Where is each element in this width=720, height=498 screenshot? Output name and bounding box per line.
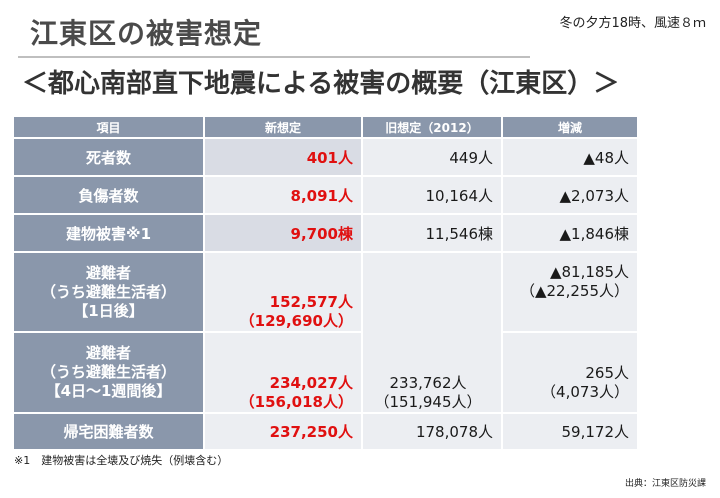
old-value-evacuees-merged: 233,762人 （151,945人）: [363, 253, 501, 412]
source-credit: 出典：江東区防災課: [624, 479, 706, 489]
diff-value-evacuees-day1: ▲81,185人 （▲22,255人）: [503, 253, 637, 331]
row-label-evacuees-week1: 避難者 （うち避難生活者） 【4日～1週間後】: [14, 333, 203, 412]
row-label-deaths: 死者数: [14, 139, 203, 175]
new-value-injuries: 8,091人: [205, 177, 361, 213]
value-line: （▲22,255人）: [519, 282, 629, 300]
value-line: 152,577人: [269, 293, 353, 311]
value-line: （129,690人）: [239, 312, 353, 330]
old-value-injuries: 10,164人: [363, 177, 501, 213]
old-value-deaths: 449人: [363, 139, 501, 175]
condition-note: 冬の夕方18時、風速８ｍ: [559, 16, 706, 31]
old-value-building-damage: 11,546棟: [363, 215, 501, 251]
column-header-old: 旧想定（2012）: [363, 117, 501, 137]
diff-value-stranded: 59,172人: [503, 414, 637, 449]
value-line: ▲81,185人: [549, 263, 629, 281]
diff-value-building-damage: ▲1,846棟: [503, 215, 637, 251]
row-label-stranded: 帰宅困難者数: [14, 414, 203, 449]
diff-value-injuries: ▲2,073人: [503, 177, 637, 213]
row-label-line: （うち避難生活者）: [40, 363, 176, 381]
row-label-building-damage: 建物被害※1: [14, 215, 203, 251]
new-value-deaths: 401人: [205, 139, 361, 175]
value-line: （151,945人）: [374, 393, 482, 411]
row-label-line: 避難者: [85, 344, 131, 362]
row-label-evacuees-day1: 避難者 （うち避難生活者） 【1日後】: [14, 253, 203, 331]
column-header-new: 新想定: [205, 117, 361, 137]
new-value-stranded: 237,250人: [205, 414, 361, 449]
title-divider: [18, 56, 530, 58]
old-value-stranded: 178,078人: [363, 414, 501, 449]
value-line: （156,018人）: [239, 393, 353, 411]
column-header-diff: 増減: [503, 117, 637, 137]
column-header-item: 項目: [14, 117, 203, 137]
new-value-evacuees-day1: 152,577人 （129,690人）: [205, 253, 361, 331]
section-subtitle: ＜都心南部直下地震による被害の概要（江東区）＞: [22, 69, 620, 99]
row-label-line: 【1日後】: [73, 301, 144, 320]
diff-value-deaths: ▲48人: [503, 139, 637, 175]
new-value-evacuees-week1: 234,027人 （156,018人）: [205, 333, 361, 412]
row-label-injuries: 負傷者数: [14, 177, 203, 213]
damage-table: 項目 新想定 旧想定（2012） 増減 死者数 401人 449人 ▲48人 負…: [14, 117, 637, 449]
value-line: 265人: [585, 364, 629, 382]
row-label-line: 【4日～1週間後】: [45, 382, 172, 400]
footnote: ※1 建物被害は全壊及び焼失（例壊含む）: [14, 454, 229, 467]
diff-value-evacuees-week1: 265人 （4,073人）: [503, 333, 637, 412]
value-line: （4,073人）: [541, 383, 629, 401]
page-title: 江東区の被害想定: [30, 17, 263, 50]
row-label-line: 避難者: [85, 263, 131, 282]
new-value-building-damage: 9,700棟: [205, 215, 361, 251]
value-line: 233,762人: [389, 374, 467, 392]
row-label-line: （うち避難生活者）: [40, 282, 176, 301]
value-line: 234,027人: [269, 374, 353, 392]
